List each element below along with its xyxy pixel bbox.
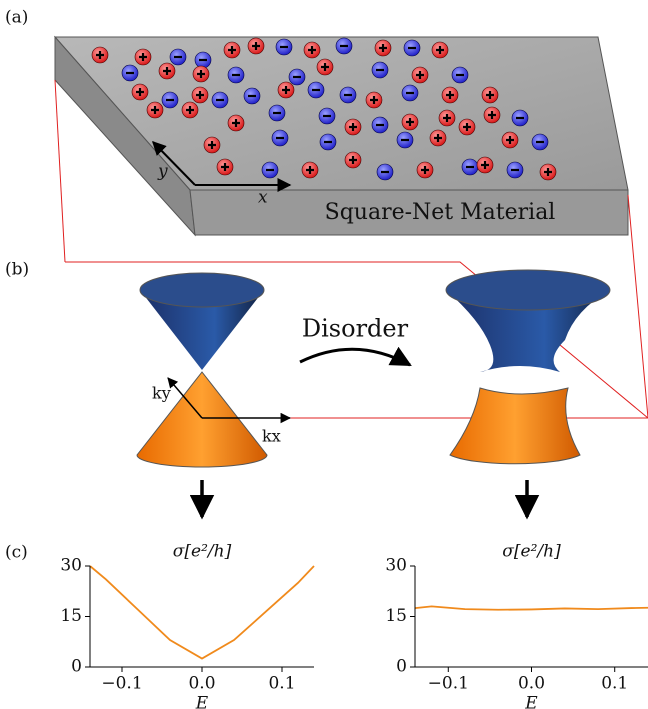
kx-label: kx: [262, 427, 281, 446]
disorder-arrow: [300, 349, 410, 365]
ky-label: ky: [152, 384, 171, 403]
y-tick-label: 15: [385, 606, 407, 626]
chart-title: σ[e²/h]: [502, 542, 561, 562]
data-line: [415, 606, 648, 609]
y-tick-label: 30: [385, 556, 407, 576]
y-tick-label: 30: [60, 556, 82, 576]
data-line: [90, 566, 314, 659]
x-axis-label: x: [258, 188, 268, 208]
gapped-cone: [446, 270, 610, 464]
material-label: Square-Net Material: [325, 200, 556, 225]
panel-label: (a): [5, 8, 28, 28]
chart-title: σ[e²/h]: [173, 542, 232, 562]
axes-frame: [415, 566, 648, 667]
x-tick-label: −0.1: [101, 674, 142, 694]
x-axis-label: E: [195, 694, 209, 709]
x-tick-label: 0.0: [188, 674, 215, 694]
figure: x y Square-Net Material ky kx Disorder (…: [0, 0, 648, 709]
disorder-label: Disorder: [302, 315, 409, 343]
axes-frame: [90, 566, 314, 667]
x-tick-label: −0.1: [428, 674, 469, 694]
y-axis-label: y: [157, 162, 168, 182]
y-tick-label: 15: [60, 606, 82, 626]
x-axis-label: E: [524, 694, 538, 709]
x-tick-label: 0.1: [268, 674, 295, 694]
panel-label: (b): [5, 260, 29, 280]
x-tick-label: 0.0: [518, 674, 545, 694]
panel-label: (c): [5, 543, 28, 563]
y-tick-label: 0: [71, 657, 82, 677]
x-tick-label: 0.1: [601, 674, 628, 694]
y-tick-label: 0: [396, 657, 407, 677]
